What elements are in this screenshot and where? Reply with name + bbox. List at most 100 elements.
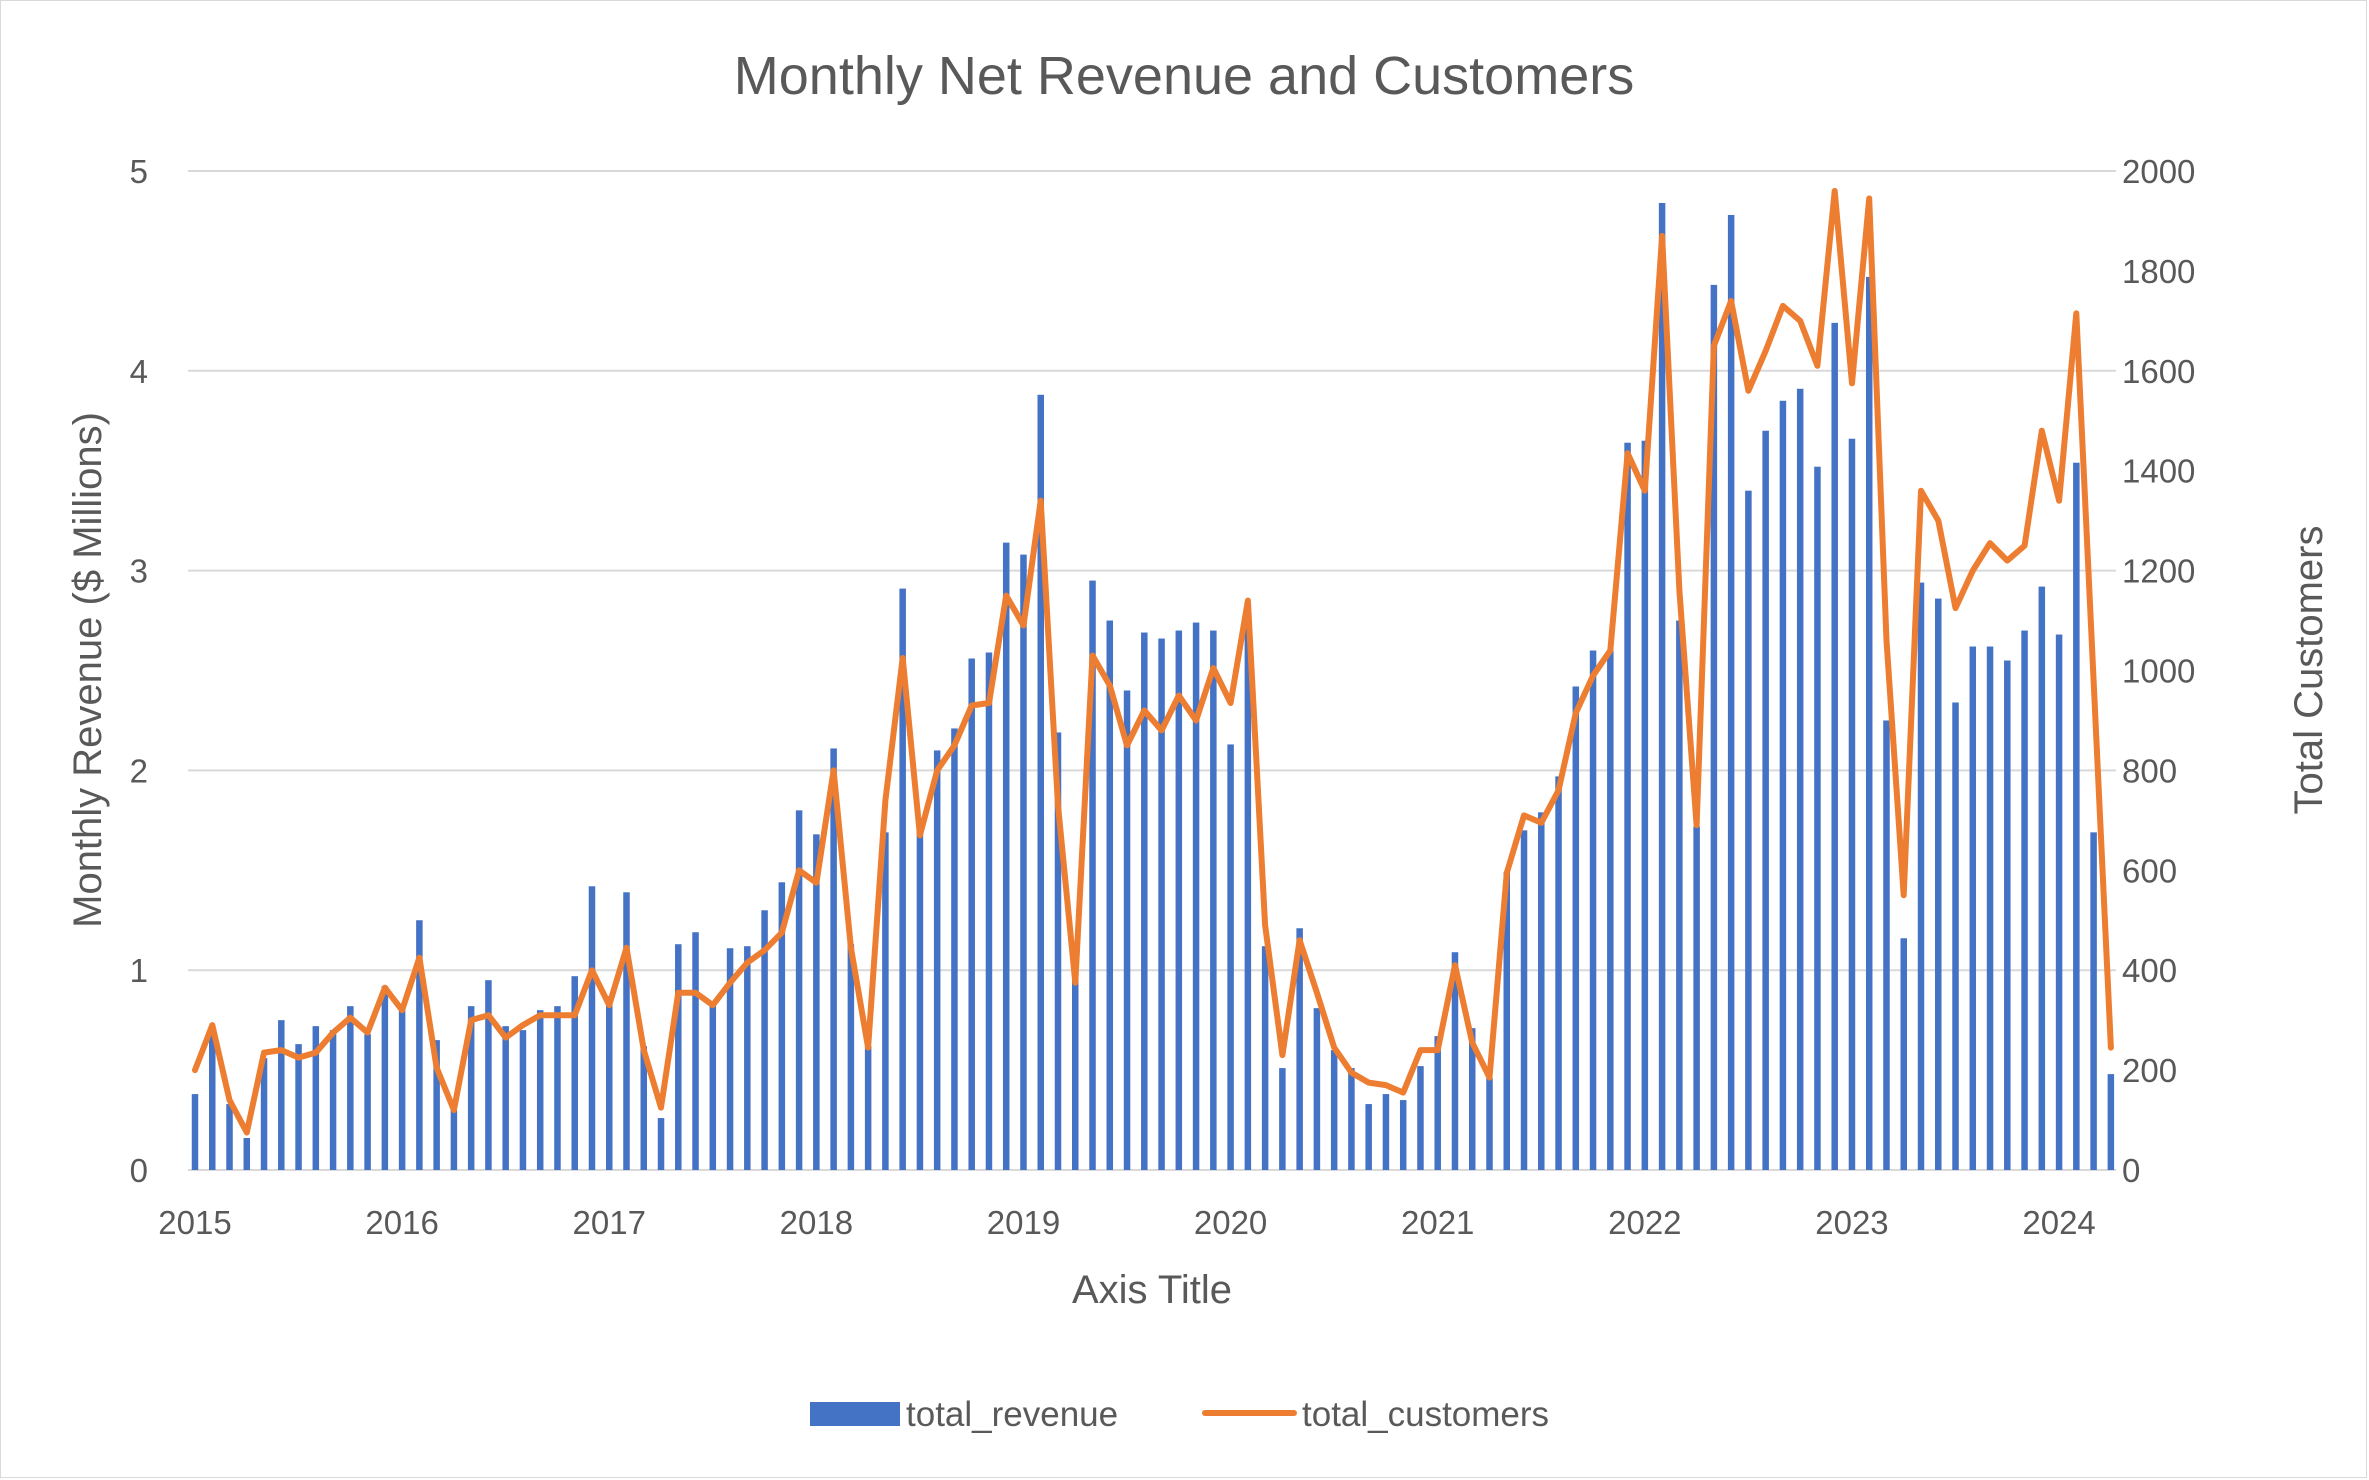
revenue-bar xyxy=(243,1138,251,1170)
revenue-bar xyxy=(778,882,786,1170)
right-axis-ticks: 0 200 400 600 800 1000 1200 1400 1600 1800 2000 xyxy=(2122,153,2195,1189)
revenue-bar xyxy=(623,892,630,1170)
revenue-bar xyxy=(1658,202,1666,1170)
revenue-bar xyxy=(1762,430,1769,1170)
revenue-bar xyxy=(847,944,855,1170)
x-tick-label: 2019 xyxy=(987,1204,1060,1241)
revenue-bar xyxy=(450,1110,458,1170)
revenue-bar xyxy=(1451,952,1459,1170)
revenue-bar xyxy=(1710,284,1718,1170)
y2-tick-label: 1000 xyxy=(2122,653,2195,690)
y-axis-title: Monthly Revenue ($ Millions) xyxy=(66,412,110,928)
revenue-bar xyxy=(1365,1104,1372,1170)
revenue-bar xyxy=(1210,630,1217,1170)
revenue-bar xyxy=(1865,276,1873,1170)
revenue-bar xyxy=(726,948,734,1170)
revenue-bar xyxy=(899,588,906,1170)
revenue-bar xyxy=(2038,586,2046,1170)
revenue-bar xyxy=(1054,732,1062,1170)
revenue-bar xyxy=(519,1030,527,1170)
revenue-bar xyxy=(1020,554,1027,1170)
revenue-bar xyxy=(1693,826,1700,1170)
y-tick-label: 1 xyxy=(130,952,148,989)
revenue-bar xyxy=(675,944,682,1170)
revenue-bar xyxy=(347,1006,354,1170)
revenue-bar xyxy=(1072,976,1079,1170)
y-tick-label: 0 xyxy=(130,1152,148,1189)
revenue-bar xyxy=(364,1034,371,1170)
revenue-bar xyxy=(1969,646,1977,1170)
y2-tick-label: 400 xyxy=(2122,952,2177,989)
revenue-bar xyxy=(1952,702,1959,1170)
revenue-bar xyxy=(295,1044,302,1170)
x-tick-label: 2022 xyxy=(1608,1204,1681,1241)
revenue-bar xyxy=(795,810,803,1170)
x-tick-label: 2018 xyxy=(780,1204,853,1241)
revenue-bar xyxy=(2073,462,2080,1170)
y-tick-label: 5 xyxy=(130,153,148,190)
revenue-bar xyxy=(571,976,578,1170)
revenue-bar xyxy=(1935,598,1942,1170)
x-tick-label: 2024 xyxy=(2022,1204,2095,1241)
revenue-bar xyxy=(1572,686,1580,1170)
customers-line-layer xyxy=(192,188,2114,1136)
x-tick-label: 2015 xyxy=(158,1204,231,1241)
y2-tick-label: 1800 xyxy=(2122,253,2195,290)
revenue-bar xyxy=(1175,630,1183,1170)
y2-tick-label: 0 xyxy=(2122,1152,2140,1189)
revenue-bar xyxy=(191,1094,199,1170)
left-axis-ticks: 0 1 2 3 4 5 xyxy=(130,153,148,1189)
revenue-bar xyxy=(1382,1094,1390,1170)
revenue-bar xyxy=(1676,620,1683,1170)
revenue-bar xyxy=(1330,1050,1338,1170)
revenue-bar xyxy=(1900,938,1907,1170)
revenue-bar xyxy=(1399,1100,1407,1170)
revenue-bar xyxy=(1883,720,1890,1170)
revenue-bar xyxy=(1779,400,1787,1170)
revenue-bar xyxy=(1037,394,1044,1170)
legend-label-revenue: total_revenue xyxy=(906,1395,1118,1434)
y2-tick-label: 600 xyxy=(2122,852,2177,889)
revenue-bar xyxy=(485,980,492,1170)
revenue-bar xyxy=(1227,744,1234,1170)
x-tick-label: 2021 xyxy=(1401,1204,1474,1241)
y2-axis-title: Total Customers xyxy=(2287,526,2331,815)
revenue-bar xyxy=(1434,1036,1441,1170)
revenue-bar xyxy=(761,910,768,1170)
revenue-bars xyxy=(191,202,2115,1171)
revenue-bar xyxy=(1520,830,1528,1170)
revenue-bar xyxy=(1814,466,1821,1171)
y2-tick-label: 800 xyxy=(2122,752,2177,789)
revenue-bar xyxy=(1538,812,1545,1170)
revenue-bar xyxy=(1848,438,1856,1170)
revenue-bar xyxy=(329,1030,337,1170)
revenue-bar xyxy=(1296,928,1303,1170)
revenue-bar xyxy=(1106,620,1114,1170)
revenue-bar xyxy=(278,1020,285,1170)
revenue-bar xyxy=(536,1010,544,1170)
revenue-bar xyxy=(1417,1066,1424,1170)
revenue-bar xyxy=(1123,690,1131,1170)
revenue-bar xyxy=(605,996,613,1170)
revenue-bar xyxy=(709,1004,717,1170)
revenue-bar xyxy=(1158,638,1165,1170)
revenue-bar xyxy=(951,728,958,1170)
revenue-bar xyxy=(1348,1068,1355,1170)
revenue-bar xyxy=(554,1006,561,1170)
revenue-bar xyxy=(1002,542,1010,1170)
x-tick-label: 2017 xyxy=(573,1204,646,1241)
revenue-bar xyxy=(433,1040,440,1170)
revenue-bar xyxy=(209,1034,216,1170)
revenue-bar xyxy=(260,1058,268,1170)
gridlines xyxy=(188,170,2116,1171)
revenue-bar xyxy=(1261,946,1269,1170)
revenue-bar xyxy=(1141,632,1148,1170)
legend: total_revenue total_customers xyxy=(810,1395,1549,1434)
revenue-bar xyxy=(1796,388,1804,1171)
x-tick-label: 2023 xyxy=(1815,1204,1888,1241)
y-tick-label: 3 xyxy=(130,553,148,590)
revenue-bar xyxy=(312,1026,320,1170)
revenue-bar xyxy=(398,1010,406,1170)
revenue-bar xyxy=(692,932,699,1170)
